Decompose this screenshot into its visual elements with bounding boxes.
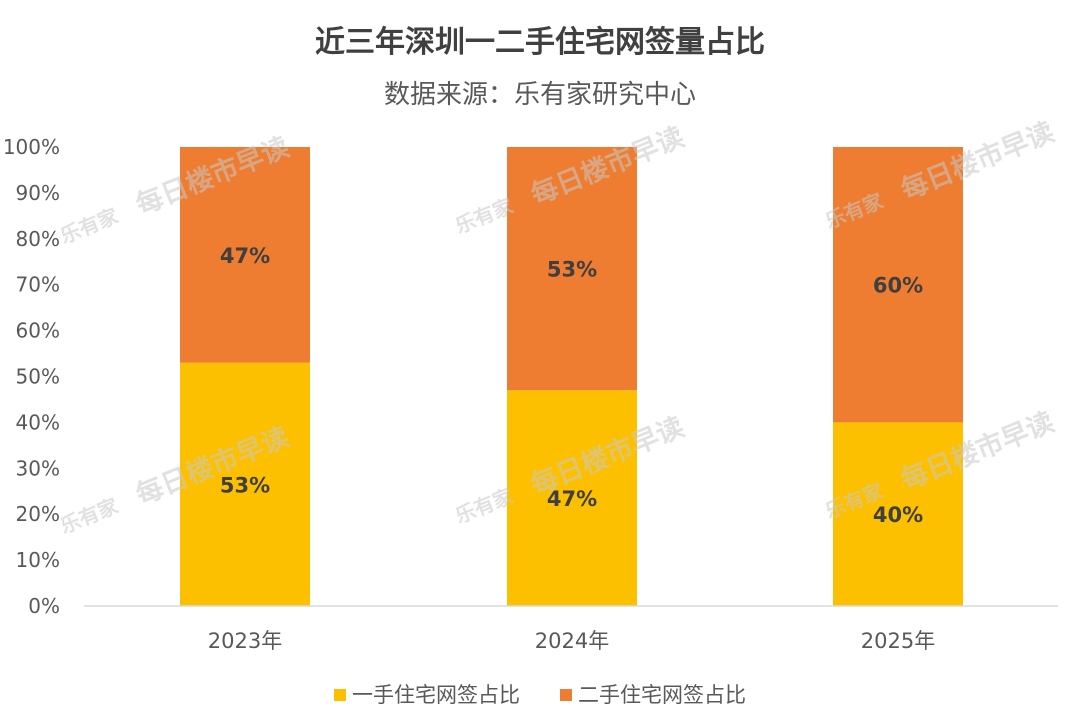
x-tick-label: 2023年 <box>208 629 282 653</box>
watermark-logo: 乐有家 <box>57 203 123 248</box>
legend-label: 二手住宅网签占比 <box>578 683 746 707</box>
bar-segment-new-home-2 <box>833 422 963 606</box>
data-label: 40% <box>873 503 923 527</box>
watermark-logo: 乐有家 <box>57 493 123 538</box>
data-label: 47% <box>547 487 597 511</box>
y-tick-label: 40% <box>16 410 60 434</box>
bars <box>180 147 963 606</box>
y-tick-label: 80% <box>16 227 60 251</box>
legend-swatch <box>560 689 572 701</box>
chart-subtitle: 数据来源：乐有家研究中心 <box>384 80 696 110</box>
y-tick-label: 10% <box>16 548 60 572</box>
bar-segment-resale-0 <box>180 147 310 363</box>
bar-segment-new-home-0 <box>180 362 310 606</box>
data-labels: 53% 47% 47% 53% 40% 60% <box>220 244 923 527</box>
x-tick-label: 2025年 <box>861 629 935 653</box>
bar-segment-resale-1 <box>507 147 637 391</box>
data-label: 47% <box>220 244 270 268</box>
x-axis: 2023年 2024年 2025年 <box>208 629 935 653</box>
y-axis: 0% 10% 20% 30% 40% 50% 60% 70% 80% 90% 100% <box>3 135 60 618</box>
y-tick-label: 100% <box>3 135 60 159</box>
chart-title: 近三年深圳一二手住宅网签量占比 <box>315 25 765 60</box>
y-tick-label: 60% <box>16 319 60 343</box>
y-tick-label: 30% <box>16 456 60 480</box>
legend: 一手住宅网签占比 二手住宅网签占比 <box>334 683 746 707</box>
y-tick-label: 70% <box>16 273 60 297</box>
legend-label: 一手住宅网签占比 <box>352 683 520 707</box>
data-label: 53% <box>220 473 270 497</box>
y-tick-label: 0% <box>28 594 60 618</box>
bar-segment-resale-2 <box>833 147 963 423</box>
bar-segment-new-home-1 <box>507 390 637 606</box>
y-tick-label: 20% <box>16 502 60 526</box>
data-label: 60% <box>873 274 923 298</box>
data-label: 53% <box>547 258 597 282</box>
y-tick-label: 50% <box>16 365 60 389</box>
legend-swatch <box>334 689 346 701</box>
x-tick-label: 2024年 <box>535 629 609 653</box>
y-tick-label: 90% <box>16 181 60 205</box>
